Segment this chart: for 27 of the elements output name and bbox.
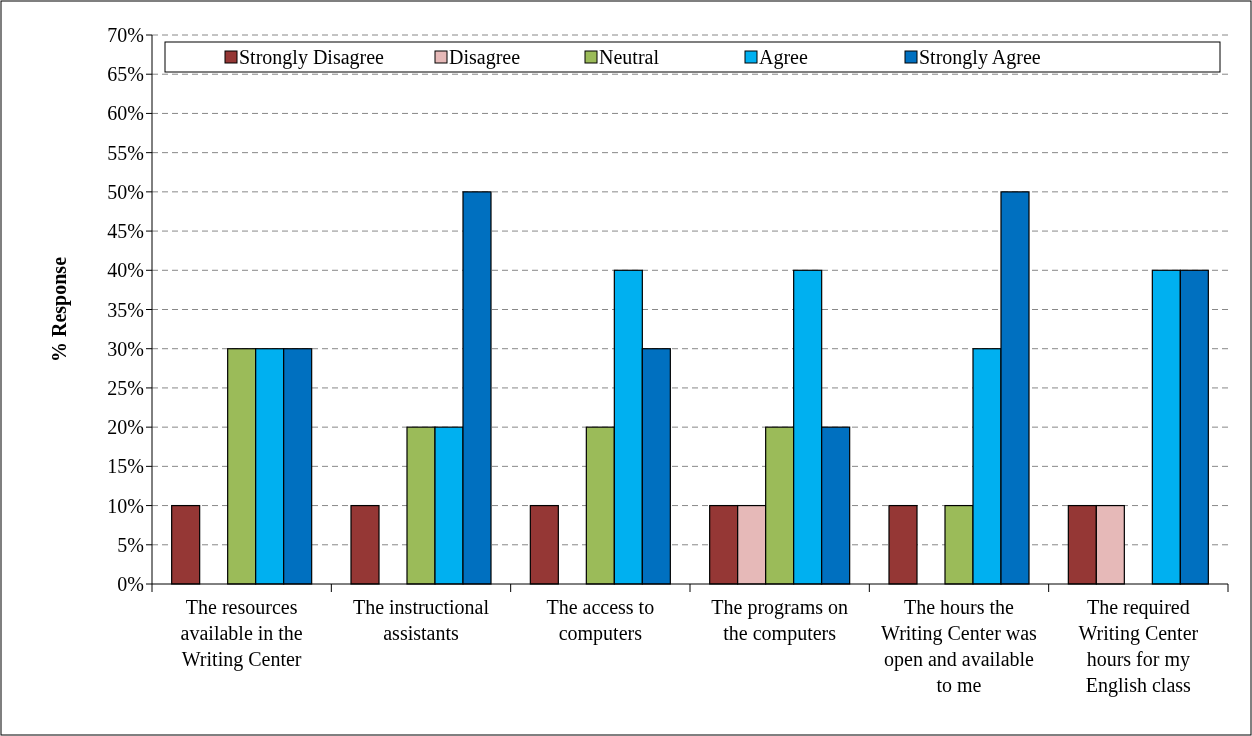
y-tick-label: 60% — [107, 102, 144, 125]
y-tick-label: 35% — [107, 298, 144, 321]
legend-label: Disagree — [449, 46, 521, 69]
y-tick-label: 70% — [107, 24, 144, 46]
y-tick-label: 45% — [107, 220, 144, 243]
x-tick-label: The programs on the computers — [711, 596, 848, 645]
y-tick-label: 40% — [107, 259, 144, 282]
y-tick-label: 50% — [107, 180, 144, 203]
y-tick-label: 5% — [117, 533, 144, 556]
x-tick-label: The required Writing Center hours for my English class — [1078, 596, 1199, 697]
y-tick-label: 0% — [117, 573, 144, 595]
y-tick-label: 65% — [107, 63, 144, 86]
x-tick-label: The access to computers — [546, 596, 655, 645]
legend-label: Strongly Disagree — [239, 46, 385, 69]
y-tick-label: 20% — [107, 416, 144, 439]
y-tick-label: 10% — [107, 494, 144, 517]
y-tick-label: 25% — [107, 376, 144, 399]
legend-label: Agree — [759, 46, 808, 69]
legend-label: Strongly Agree — [919, 46, 1041, 69]
x-tick-label: The instructional assistants — [352, 596, 490, 644]
y-axis-title: % Response — [48, 256, 71, 363]
legend-label: Neutral — [599, 46, 660, 68]
x-tick-label: The resources available in the Writing Center — [180, 596, 303, 671]
y-tick-label: 55% — [107, 141, 144, 164]
y-tick-label: 15% — [107, 455, 144, 478]
x-tick-label: The hours the Writing Center was open and available to me — [881, 596, 1038, 696]
y-tick-label: 30% — [107, 337, 144, 360]
